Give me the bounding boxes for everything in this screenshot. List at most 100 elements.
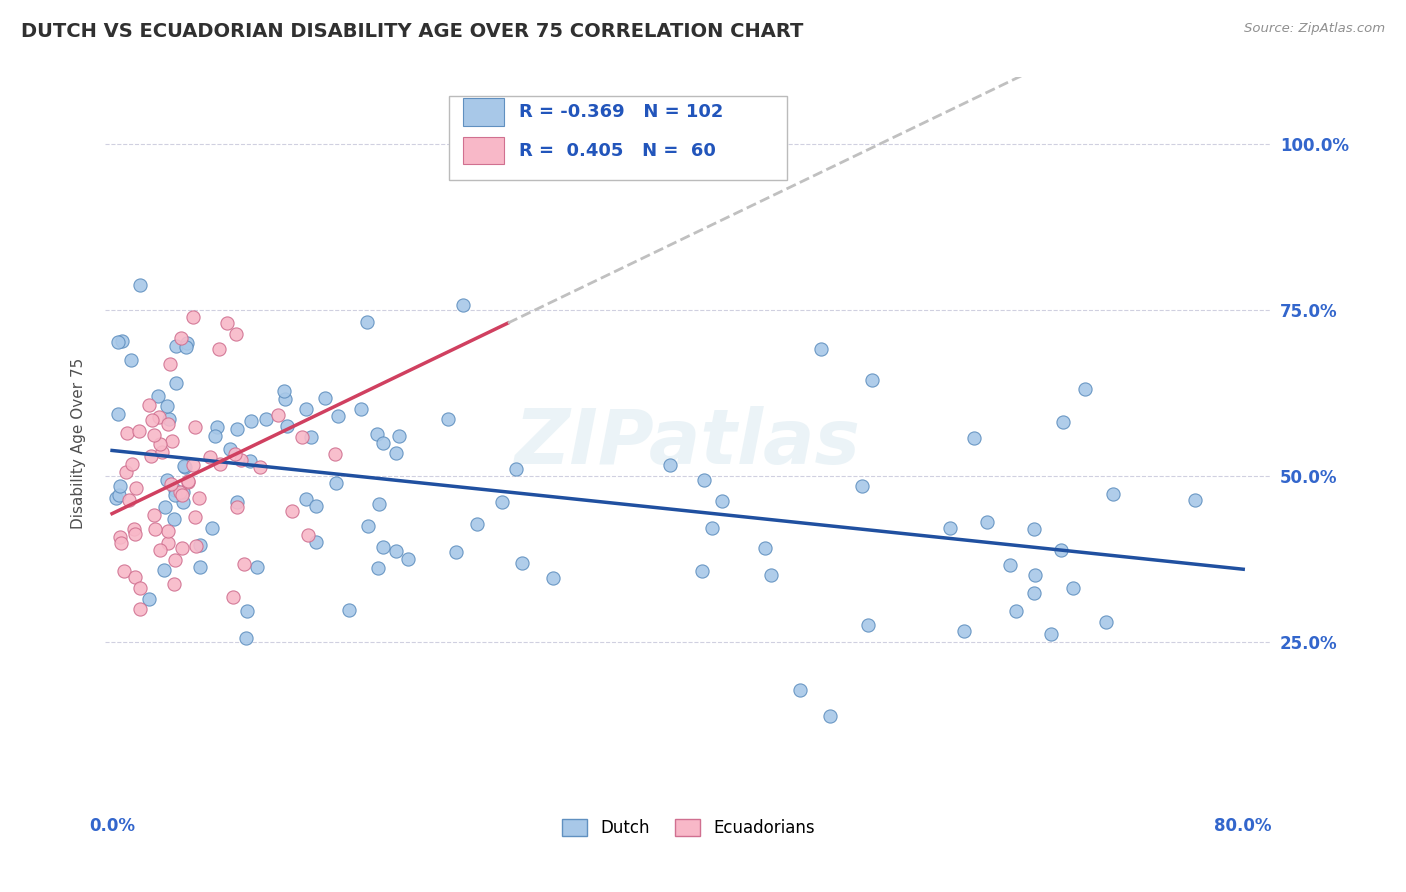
Point xyxy=(184,540,207,554)
Point xyxy=(150,445,173,459)
Point xyxy=(290,430,312,444)
Point xyxy=(159,357,181,371)
Point xyxy=(246,560,269,574)
Point xyxy=(239,414,262,428)
Point xyxy=(198,450,221,464)
Point xyxy=(1102,486,1125,500)
Point xyxy=(1184,493,1206,508)
Point xyxy=(700,521,723,535)
FancyBboxPatch shape xyxy=(449,95,787,180)
Point xyxy=(190,538,212,552)
Point xyxy=(1040,626,1063,640)
Point xyxy=(122,522,145,536)
Point xyxy=(1095,615,1118,630)
Point xyxy=(510,556,533,570)
Point xyxy=(170,331,193,345)
Point xyxy=(188,560,211,574)
Point xyxy=(388,429,411,443)
Legend: Dutch, Ecuadorians: Dutch, Ecuadorians xyxy=(555,813,821,844)
Point xyxy=(107,407,129,421)
Point xyxy=(138,592,160,607)
Point xyxy=(224,447,246,461)
Point xyxy=(226,495,249,509)
Point xyxy=(357,518,380,533)
Point xyxy=(818,709,841,723)
Point xyxy=(107,334,129,349)
Point xyxy=(939,521,962,535)
Point xyxy=(177,475,200,490)
Point xyxy=(148,409,170,424)
Point xyxy=(762,134,785,148)
Point xyxy=(139,449,162,463)
Point xyxy=(112,564,135,578)
Point xyxy=(105,491,128,506)
Point xyxy=(690,564,713,578)
Point xyxy=(789,683,811,698)
Point xyxy=(326,409,349,424)
Point xyxy=(337,603,360,617)
Point xyxy=(125,481,148,495)
Point xyxy=(276,419,298,434)
Point xyxy=(236,604,259,618)
Point xyxy=(1074,382,1097,396)
Text: Source: ZipAtlas.com: Source: ZipAtlas.com xyxy=(1244,22,1385,36)
Point xyxy=(148,389,170,403)
Point xyxy=(810,342,832,356)
Point xyxy=(152,563,174,577)
Point xyxy=(129,277,152,292)
Point xyxy=(183,310,205,324)
Point xyxy=(858,617,880,632)
Point xyxy=(177,474,200,488)
Point xyxy=(218,442,240,456)
Point xyxy=(294,492,316,507)
Point xyxy=(204,429,226,443)
Point xyxy=(115,465,138,479)
Text: R = -0.369   N = 102: R = -0.369 N = 102 xyxy=(519,103,724,120)
Point xyxy=(184,420,207,434)
Point xyxy=(366,426,388,441)
Point xyxy=(156,473,179,487)
Point xyxy=(1052,415,1074,429)
Point xyxy=(225,422,247,436)
Point xyxy=(952,624,974,638)
Text: DUTCH VS ECUADORIAN DISABILITY AGE OVER 75 CORRELATION CHART: DUTCH VS ECUADORIAN DISABILITY AGE OVER … xyxy=(21,22,803,41)
Point xyxy=(962,431,984,445)
Point xyxy=(172,495,194,509)
Point xyxy=(325,447,347,461)
Point xyxy=(117,426,139,441)
Point xyxy=(149,436,172,450)
Point xyxy=(860,373,883,387)
Point xyxy=(159,476,181,491)
Point xyxy=(205,420,228,434)
Point xyxy=(1062,581,1084,595)
Point xyxy=(976,515,998,529)
Point xyxy=(385,446,408,460)
Point xyxy=(385,544,408,558)
Point xyxy=(143,427,166,442)
Point xyxy=(396,552,419,566)
Point xyxy=(314,391,336,405)
Point xyxy=(156,417,179,431)
Point xyxy=(120,352,142,367)
Point xyxy=(124,526,146,541)
Point xyxy=(157,412,180,426)
Point xyxy=(226,500,249,515)
Point xyxy=(761,568,783,582)
Point xyxy=(233,558,256,572)
Point xyxy=(118,493,141,508)
Point xyxy=(998,558,1021,572)
Point xyxy=(294,402,316,417)
Point xyxy=(541,571,564,585)
Point xyxy=(238,454,260,468)
Point xyxy=(165,339,187,353)
Point xyxy=(162,434,184,449)
Point xyxy=(184,509,207,524)
Point xyxy=(465,517,488,532)
Point xyxy=(491,495,513,509)
Point xyxy=(350,402,373,417)
Point xyxy=(110,535,132,549)
Point xyxy=(176,335,198,350)
Text: ZIPatlas: ZIPatlas xyxy=(515,406,862,480)
Point xyxy=(108,530,131,544)
Point xyxy=(371,435,394,450)
